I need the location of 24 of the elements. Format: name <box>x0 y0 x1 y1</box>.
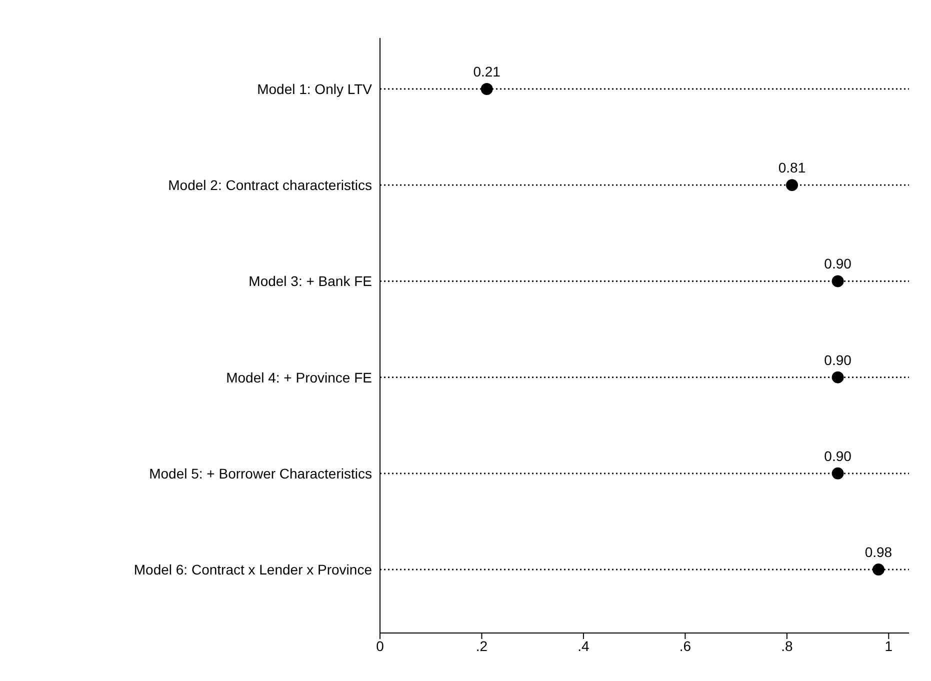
point <box>872 564 884 576</box>
data-label: 0.90 <box>824 256 852 272</box>
y-tick-label: Model 2: Contract characteristics <box>168 177 372 194</box>
data-label: 0.90 <box>824 352 852 368</box>
point <box>786 179 798 192</box>
data-label: 0.98 <box>864 544 892 560</box>
point <box>832 371 844 384</box>
x-tick-label: 0 <box>376 638 384 654</box>
x-tick-label: .8 <box>781 638 793 654</box>
y-tick-label: Model 1: Only LTV <box>257 80 373 97</box>
x-tick-label: .6 <box>679 638 692 654</box>
y-tick-label: Model 4: + Province FE <box>226 369 372 386</box>
point <box>480 82 493 95</box>
point <box>832 275 844 288</box>
y-tick-label: Model 6: Contract x Lender x Province <box>134 562 372 578</box>
y-tick-label: Model 5: + Borrower Characteristics <box>149 465 372 482</box>
point <box>832 467 844 480</box>
data-label: 0.81 <box>778 160 806 176</box>
x-tick-label: .4 <box>578 638 590 654</box>
x-tick-label: .2 <box>476 638 488 654</box>
y-tick-label: Model 3: + Bank FE <box>248 273 372 290</box>
x-tick-label: 1 <box>884 638 893 654</box>
data-label: 0.21 <box>473 63 501 80</box>
data-label: 0.90 <box>824 448 852 464</box>
